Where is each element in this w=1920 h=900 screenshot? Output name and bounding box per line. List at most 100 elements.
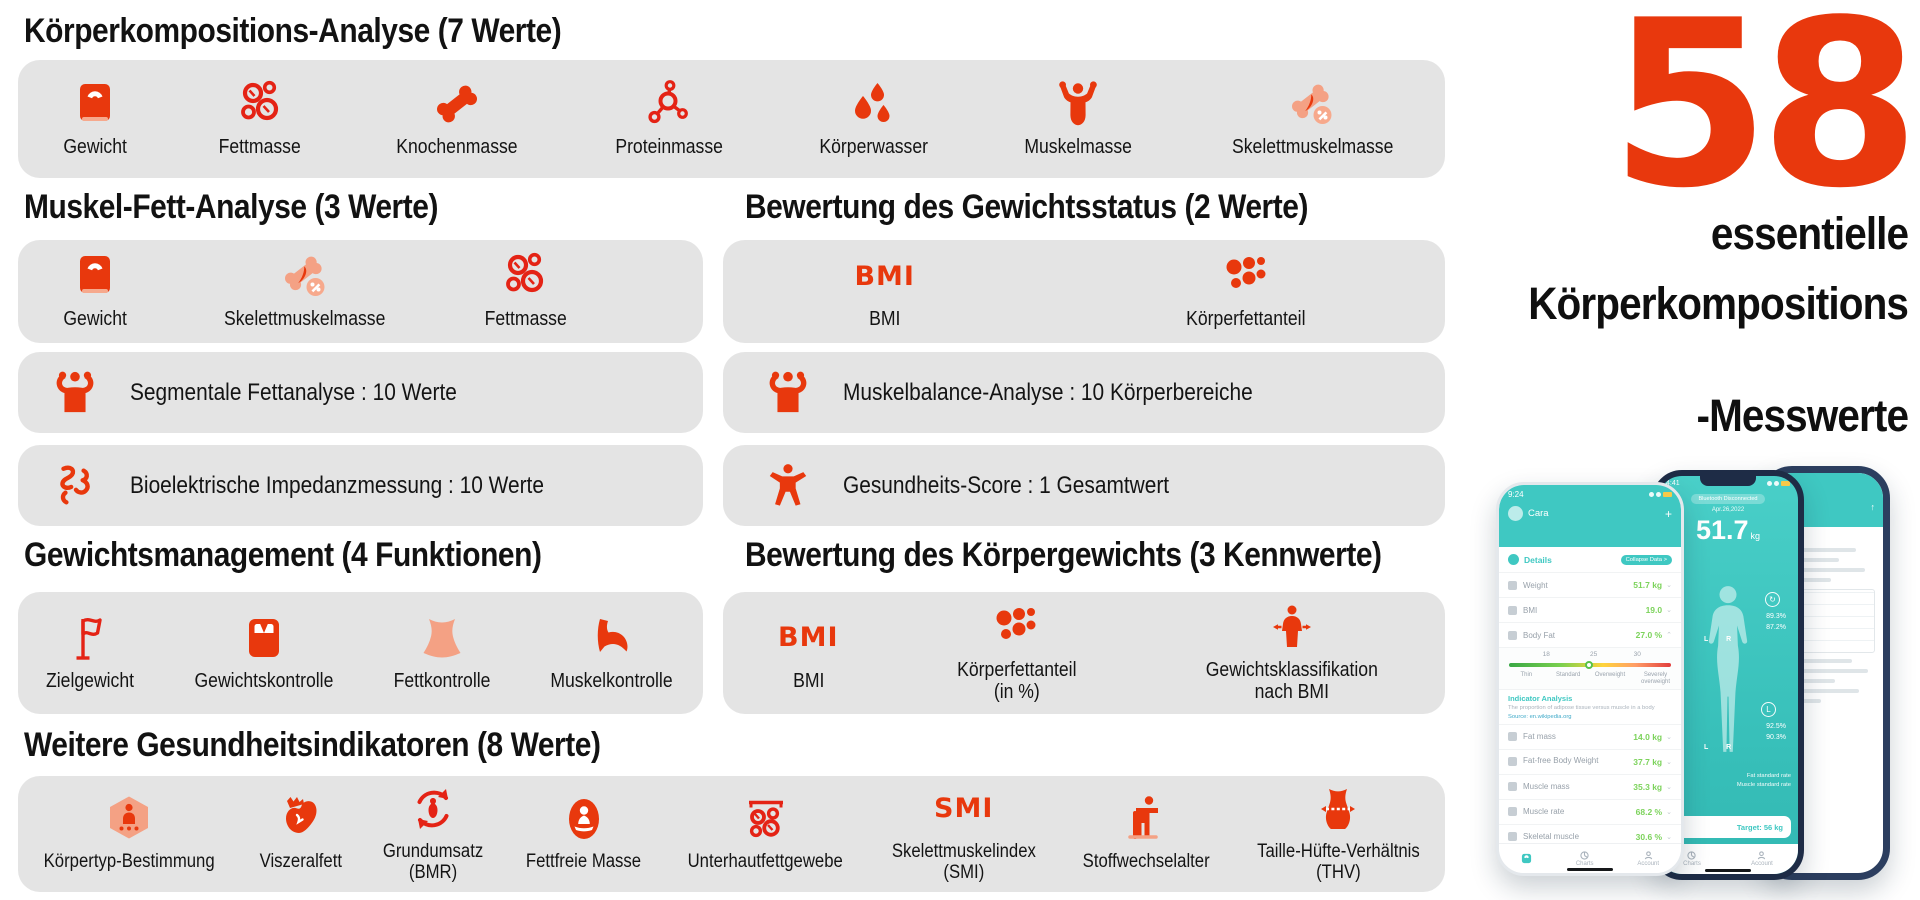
muscle-standard-rate-label: Muscle standard rate xyxy=(1736,782,1791,789)
tile-row: BMI BMI Körperfettanteil xyxy=(723,240,1445,343)
tile-label: Körperfettanteil xyxy=(956,658,1077,681)
metric-label: Fat mass xyxy=(1523,732,1556,742)
phone-notch xyxy=(1700,476,1756,486)
report-line xyxy=(1775,558,1839,562)
metric-value: 30.6 % xyxy=(1635,831,1663,842)
tile-gewicht: Gewicht xyxy=(59,252,131,330)
section-title-weight-status: Bewertung des Gewichtsstatus (2 Werte) xyxy=(745,188,1308,226)
tile-label: Muskelmasse xyxy=(1024,135,1132,158)
muscle-flex-icon xyxy=(56,371,94,412)
segmental-fat-text: Segmentale Fettanalyse : 10 Werte xyxy=(130,378,457,406)
panel-body-weight-eval: BMI BMI Körperfettanteil (in %) Gewichts… xyxy=(723,592,1445,714)
chevron-down-icon: ⌄ xyxy=(1666,733,1672,741)
metric-icon xyxy=(1508,732,1517,742)
slider-category: Severely overweight xyxy=(1641,672,1671,685)
report-line xyxy=(1775,568,1866,572)
section-title-muscle-fat: Muskel-Fett-Analyse (3 Werte) xyxy=(24,188,438,226)
fat-standard-rate-label: Fat standard rate xyxy=(1746,773,1791,779)
signal-icon xyxy=(1767,481,1772,486)
tile-proteinmasse: Proteinmasse xyxy=(608,79,730,158)
tile-skelettmuskelmasse: Skelettmuskelmasse xyxy=(213,252,396,330)
tile-label: BMI xyxy=(869,308,901,331)
smi-logo: SMI xyxy=(934,793,994,825)
body-fat-dots-icon xyxy=(996,607,1036,639)
tile-label: Stoffwechselalter xyxy=(1082,851,1210,873)
slider-category: Overweight xyxy=(1594,672,1626,678)
report-line xyxy=(1775,659,1852,663)
bioimpedance-squiggle-icon xyxy=(60,465,90,504)
tile-label: Skelettmuskelmasse xyxy=(1231,135,1394,158)
metric-row-musclerate: Muscle rate 68.2 % ⌄ xyxy=(1499,800,1681,825)
battery-icon xyxy=(1663,492,1672,497)
metric-row-musclemass: Muscle mass 35.3 kg ⌄ xyxy=(1499,775,1681,800)
scale-dial-icon xyxy=(248,618,279,657)
body-type-hexagon-icon xyxy=(110,796,149,839)
account-icon xyxy=(1644,850,1652,859)
section-title-body-composition: Körperkompositions-Analyse (7 Werte) xyxy=(24,12,562,50)
upper-lr-letters: L R xyxy=(1704,636,1740,643)
measurement-date: Apr.26,2022 xyxy=(1711,507,1745,513)
panel-health-indicators: Körpertyp-Bestimmung Viszeralfett Grundu… xyxy=(18,776,1445,892)
slider-tick: 30 xyxy=(1633,651,1641,658)
nav-label: Charts xyxy=(1575,860,1594,867)
tile-label: Körperfettanteil xyxy=(1186,308,1306,331)
fat-lower-pct: 92.5% xyxy=(1766,723,1786,730)
home-indicator xyxy=(1567,868,1613,871)
chevron-down-icon: ⌄ xyxy=(1666,582,1672,589)
section-title-health-indicators: Weitere Gesundheitsindikatoren (8 Werte) xyxy=(24,726,601,764)
panel-weight-status: BMI BMI Körperfettanteil xyxy=(723,240,1445,343)
metric-label: Body Fat xyxy=(1523,630,1556,640)
tile-label-line2: (THV) xyxy=(1316,862,1361,883)
tile-fettfreie-masse: Fettfreie Masse xyxy=(518,795,649,872)
muscle-figure-icon xyxy=(1059,81,1097,125)
tile-label: Zielgewicht xyxy=(46,669,135,692)
tile-viszeralfett: Viszeralfett xyxy=(254,795,348,872)
tile-bmi: BMI BMI xyxy=(854,252,915,331)
tile-koerpertyp: Körpertyp-Bestimmung xyxy=(32,795,226,872)
slider-category: Thin xyxy=(1520,672,1533,678)
tile-knochenmasse: Knochenmasse xyxy=(388,80,526,158)
muscle-lower-pct: 90.3% xyxy=(1766,733,1786,741)
tile-label: Taille-Hüfte-Verhältnis xyxy=(1257,840,1420,862)
tile-row: Gewicht Skelettmuskelmasse Fettmasse xyxy=(18,240,703,343)
status-icons xyxy=(1767,481,1790,486)
phone-header: 9:24 Cara + xyxy=(1499,485,1681,547)
panel-bioimpedance: Bioelektrische Impedanzmessung : 10 Wert… xyxy=(18,445,703,526)
body-fat-dots-icon xyxy=(1226,257,1266,289)
muscle-flex-icon xyxy=(769,371,807,412)
health-score-text: Gesundheits-Score : 1 Gesamtwert xyxy=(843,471,1170,499)
metric-label: Muscle rate xyxy=(1523,807,1565,817)
nav-label: Account xyxy=(1637,860,1660,867)
home-indicator xyxy=(1705,869,1751,872)
tile-label: Fettkontrolle xyxy=(393,669,491,692)
add-icon: + xyxy=(1664,506,1672,521)
report-line xyxy=(1775,548,1857,552)
battery-icon xyxy=(1781,481,1790,486)
bioimpedance-text: Bioelektrische Impedanzmessung : 10 Wert… xyxy=(130,471,544,499)
tile-fettkontrolle: Fettkontrolle xyxy=(387,614,497,692)
metric-icon xyxy=(1508,757,1517,767)
legend: Fat standard rate Muscle standard rate xyxy=(1737,772,1791,791)
lower-lr-letters: L R xyxy=(1704,744,1740,751)
metric-row-fatfree: Fat-free Body Weight 37.7 kg ⌄ xyxy=(1499,750,1681,775)
slider-category: Standard xyxy=(1555,672,1581,678)
panel-segmental-fat: Segmentale Fettanalyse : 10 Werte xyxy=(18,352,703,433)
tile-gewichtsklassifikation: Gewichtsklassifikation nach BMI xyxy=(1194,603,1390,704)
tile-label: Knochenmasse xyxy=(396,135,518,158)
tile-label-line2: (in %) xyxy=(993,681,1040,703)
metabolic-age-icon xyxy=(1128,796,1158,840)
chevron-down-icon: ⌄ xyxy=(1666,808,1672,816)
metric-row-bmi: BMI 19.0 ⌄ xyxy=(1499,598,1681,623)
waist-hip-ratio-icon xyxy=(1321,788,1356,829)
slider-knob xyxy=(1584,660,1593,669)
tile-muskelmasse: Muskelmasse xyxy=(1017,80,1139,158)
tile-taille-huefte: Taille-Hüfte-Verhältnis (THV) xyxy=(1246,785,1431,884)
water-drops-icon xyxy=(855,82,890,122)
protein-molecule-icon xyxy=(648,79,688,123)
tile-label: Gewicht xyxy=(63,308,127,331)
side-line-essentielle: essentielle xyxy=(1710,208,1909,259)
tile-label: Körpertyp-Bestimmung xyxy=(43,851,215,873)
nav-tab-home xyxy=(1521,853,1532,864)
tile-label: Skelettmuskelindex xyxy=(891,840,1036,862)
nav-tab-account: Account xyxy=(1637,850,1660,867)
